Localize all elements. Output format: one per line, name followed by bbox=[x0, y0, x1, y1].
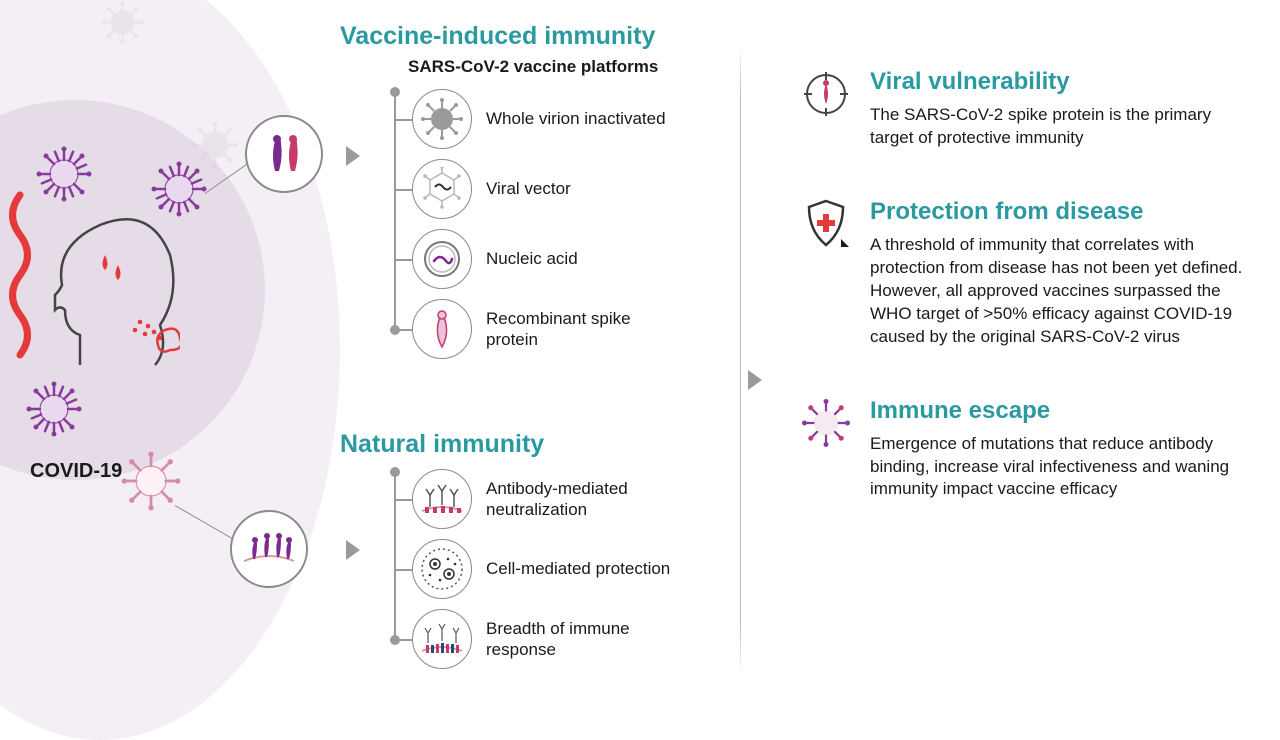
right-title: Immune escape bbox=[870, 397, 1250, 425]
arrow-icon bbox=[748, 370, 762, 390]
item-label: Antibody-mediated neutralization bbox=[486, 478, 676, 521]
vaccine-title: Vaccine-induced immunity bbox=[340, 22, 720, 51]
list-item: Whole virion inactivated bbox=[412, 89, 720, 149]
virus-particle-icon bbox=[35, 145, 93, 203]
left-panel: COVID-19 bbox=[0, 0, 340, 740]
natural-list: Antibody-mediated neutralization Cell-me… bbox=[394, 469, 720, 669]
vaccine-subtitle: SARS-CoV-2 vaccine platforms bbox=[408, 57, 720, 77]
covid-label: COVID-19 bbox=[30, 460, 122, 483]
item-label: Whole virion inactivated bbox=[486, 108, 666, 129]
right-title: Viral vulnerability bbox=[870, 68, 1250, 96]
bg-virus-icon bbox=[100, 0, 145, 45]
vaccine-list: Whole virion inactivated Viral vector Nu… bbox=[394, 89, 720, 359]
right-item-escape: Immune escape Emergence of mutations tha… bbox=[800, 397, 1250, 502]
virus-particle-icon bbox=[150, 160, 208, 218]
right-panel: Viral vulnerability The SARS-CoV-2 spike… bbox=[800, 68, 1250, 549]
callout-natural-icon bbox=[230, 510, 308, 588]
virion-icon bbox=[412, 89, 472, 149]
right-body: Emergence of mutations that reduce antib… bbox=[870, 433, 1250, 502]
list-item: Viral vector bbox=[412, 159, 720, 219]
spike-icon bbox=[412, 299, 472, 359]
item-label: Viral vector bbox=[486, 178, 571, 199]
item-label: Recombinant spike protein bbox=[486, 308, 676, 351]
item-label: Breadth of immune response bbox=[486, 618, 676, 661]
antibody-icon bbox=[412, 469, 472, 529]
natural-section: Natural immunity Antibody-mediated neutr… bbox=[340, 430, 720, 679]
target-icon bbox=[800, 68, 852, 120]
divider bbox=[740, 45, 741, 675]
vaccine-section: Vaccine-induced immunity SARS-CoV-2 vacc… bbox=[340, 22, 720, 369]
list-item: Antibody-mediated neutralization bbox=[412, 469, 720, 529]
virus-particle-icon bbox=[25, 380, 83, 438]
breadth-icon bbox=[412, 609, 472, 669]
right-body: A threshold of immunity that correlates … bbox=[870, 234, 1250, 349]
list-item: Cell-mediated protection bbox=[412, 539, 720, 599]
vector-icon bbox=[412, 159, 472, 219]
item-label: Nucleic acid bbox=[486, 248, 578, 269]
list-item: Nucleic acid bbox=[412, 229, 720, 289]
item-label: Cell-mediated protection bbox=[486, 558, 670, 579]
natural-title: Natural immunity bbox=[340, 430, 720, 459]
right-item-vulnerability: Viral vulnerability The SARS-CoV-2 spike… bbox=[800, 68, 1250, 150]
head-icon bbox=[50, 210, 180, 370]
list-item: Breadth of immune response bbox=[412, 609, 720, 669]
right-title: Protection from disease bbox=[870, 198, 1250, 226]
shield-icon bbox=[800, 198, 852, 250]
list-item: Recombinant spike protein bbox=[412, 299, 720, 359]
nucleic-icon bbox=[412, 229, 472, 289]
rna-strand-icon bbox=[0, 190, 40, 360]
right-body: The SARS-CoV-2 spike protein is the prim… bbox=[870, 104, 1250, 150]
virus-escape-icon bbox=[800, 397, 852, 449]
right-item-protection: Protection from disease A threshold of i… bbox=[800, 198, 1250, 349]
virus-particle-icon bbox=[120, 450, 182, 512]
cell-icon bbox=[412, 539, 472, 599]
callout-vaccine-icon bbox=[245, 115, 323, 193]
